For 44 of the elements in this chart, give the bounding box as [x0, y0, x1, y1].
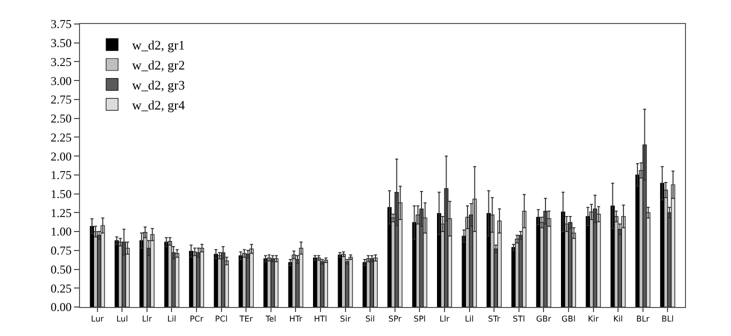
y-tick-label: 0.00 — [50, 300, 72, 314]
x-tick-label: Kil — [613, 314, 623, 324]
x-tick-label: SPl — [414, 314, 426, 324]
x-tick-label: HTr — [289, 314, 303, 324]
x-tick-label: SPr — [388, 314, 402, 324]
y-tick-label: 0.50 — [50, 262, 72, 276]
x-tick-label: Lil — [167, 314, 176, 324]
x-tick-label: STl — [512, 314, 525, 324]
legend-label: w_d2, gr2 — [132, 58, 185, 73]
x-tick-label: Lul — [116, 314, 128, 324]
x-tick-label: Llr — [142, 314, 153, 324]
x-tick-label: HTl — [314, 314, 328, 324]
x-tick-label: TEr — [238, 314, 254, 324]
y-tick-label: 1.50 — [50, 187, 72, 201]
y-tick-label: 2.25 — [50, 130, 72, 144]
x-tick-label: BLl — [662, 314, 674, 324]
x-tick-label: Kir — [588, 314, 600, 324]
y-tick-label: 1.75 — [50, 168, 72, 182]
y-tick-label: 2.00 — [50, 149, 72, 164]
x-tick-label: GBr — [536, 314, 552, 324]
y-tick-label: 3.50 — [50, 36, 72, 50]
legend-label: w_d2, gr1 — [132, 38, 185, 53]
legend-label: w_d2, gr3 — [132, 77, 185, 92]
y-tick-label: 2.75 — [50, 92, 72, 107]
x-tick-label: Tel — [264, 314, 276, 324]
y-tick-label: 3.75 — [50, 17, 72, 32]
x-tick-label: PCr — [190, 314, 204, 324]
x-tick-label: PCl — [215, 314, 228, 324]
x-tick-label: Lil — [464, 314, 474, 324]
x-tick-label: GBl — [562, 314, 576, 324]
x-tick-label: Sir — [340, 314, 352, 324]
x-tick-label: Llr — [440, 314, 450, 324]
legend-label: w_d2, gr4 — [132, 97, 186, 112]
y-tick-label: 3.00 — [50, 74, 72, 88]
y-tick-label: 0.75 — [50, 244, 72, 258]
x-tick-label: BLr — [636, 314, 650, 324]
y-tick-label: 0.25 — [50, 281, 72, 296]
y-tick-label: 3.25 — [50, 54, 72, 69]
x-tick-label: STr — [488, 314, 501, 324]
x-tick-label: Lur — [91, 314, 104, 324]
y-tick-label: 1.25 — [50, 206, 72, 220]
y-tick-label: 1.00 — [50, 224, 72, 239]
x-tick-label: Sil — [365, 314, 375, 324]
y-tick-label: 2.50 — [50, 112, 72, 126]
